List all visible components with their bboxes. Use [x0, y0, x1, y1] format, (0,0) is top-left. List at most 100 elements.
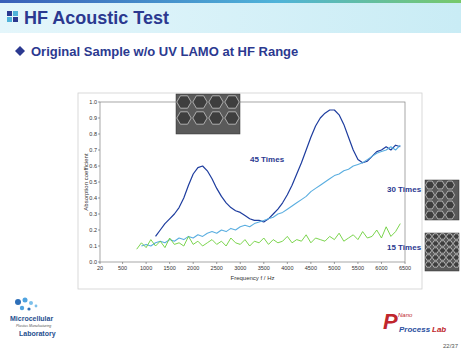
- sem-cell: [436, 201, 445, 209]
- sem-cell: [446, 248, 452, 253]
- header-icon: [7, 11, 12, 16]
- y-tick-label: 0.3: [89, 211, 97, 217]
- page-number: 22/37: [443, 343, 459, 349]
- chart-box: [78, 93, 422, 289]
- sem-cell: [453, 234, 459, 239]
- logo-text: P: [383, 309, 398, 334]
- sem-cell: [426, 201, 435, 209]
- y-tick-label: 1.0: [89, 99, 97, 105]
- x-tick-label: 500: [118, 265, 127, 271]
- sem-cell: [446, 234, 452, 239]
- y-tick-label: 0.5: [89, 179, 97, 185]
- sem-cell: [453, 241, 459, 246]
- y-tick-label: 0.9: [89, 115, 97, 121]
- x-axis-label: Frequency f / Hz: [230, 275, 274, 281]
- x-tick-label: 3500: [258, 265, 270, 271]
- sem-cell: [426, 211, 435, 219]
- logo-dot: [35, 305, 38, 308]
- x-tick: [146, 262, 147, 264]
- header-icon: [7, 17, 12, 22]
- logo-text: Lab: [432, 325, 446, 334]
- y-tick-label: 0.6: [89, 163, 97, 169]
- y-tick: [98, 150, 100, 151]
- logo-text: Plastics Manufacturing: [16, 324, 51, 328]
- sem-frame: [176, 94, 240, 134]
- logo-text: Nano: [398, 312, 413, 318]
- series-line: [141, 145, 400, 246]
- y-tick: [98, 198, 100, 199]
- sem-cell: [209, 96, 223, 108]
- sem-cell: [209, 112, 223, 124]
- x-tick-label: 2500: [211, 265, 223, 271]
- logo-text: Process: [399, 325, 431, 334]
- sem-cell: [439, 262, 445, 267]
- sem-cell: [193, 96, 207, 108]
- sem-cell: [446, 201, 455, 209]
- subtitle: Original Sample w/o UV LAMO at HF Range: [31, 44, 298, 59]
- y-tick: [98, 214, 100, 215]
- sem-cell: [446, 181, 455, 189]
- y-tick: [98, 134, 100, 135]
- bullet: [15, 46, 25, 56]
- logo-dot: [29, 301, 33, 305]
- header-icon: [13, 17, 18, 22]
- x-tick: [240, 262, 241, 264]
- x-tick-label: 5500: [352, 265, 364, 271]
- sem-cell: [177, 112, 191, 124]
- sem-cell: [446, 255, 452, 260]
- header-icon: [13, 11, 18, 16]
- logo-text: Microcellular: [10, 315, 53, 322]
- sem-cell: [446, 191, 455, 199]
- x-tick: [381, 262, 382, 264]
- y-tick: [98, 230, 100, 231]
- sem-image: [176, 94, 240, 134]
- x-tick-label: 6500: [399, 265, 411, 271]
- x-tick: [193, 262, 194, 264]
- logo-dot: [15, 299, 21, 305]
- series-label: 45 Times: [250, 155, 285, 164]
- sem-cell: [225, 112, 239, 124]
- sem-cell: [453, 255, 459, 260]
- sem-cell: [436, 211, 445, 219]
- sem-cell: [453, 262, 459, 267]
- series-label: 15 Times: [387, 243, 422, 252]
- sem-cell: [425, 234, 431, 239]
- y-tick: [98, 118, 100, 119]
- x-tick: [122, 262, 123, 264]
- x-tick-label: 3000: [234, 265, 246, 271]
- header-band: [0, 3, 461, 33]
- sem-cell: [446, 262, 452, 267]
- x-tick: [287, 262, 288, 264]
- y-tick-label: 0.8: [89, 131, 97, 137]
- series-label: 30 Times: [387, 185, 422, 194]
- sem-cell: [446, 211, 455, 219]
- sem-cell: [439, 241, 445, 246]
- sem-cell: [432, 262, 438, 267]
- sem-image: [425, 233, 459, 271]
- x-tick: [263, 262, 264, 264]
- sem-cell: [425, 262, 431, 267]
- sem-frame: [425, 233, 459, 271]
- sem-cell: [436, 181, 445, 189]
- x-tick: [310, 262, 311, 264]
- x-tick: [357, 262, 358, 264]
- x-tick-label: 4500: [305, 265, 317, 271]
- x-tick-label: 4000: [281, 265, 293, 271]
- sem-cell: [432, 248, 438, 253]
- logo-dot: [20, 306, 24, 310]
- sem-cell: [425, 248, 431, 253]
- sem-cell: [436, 191, 445, 199]
- sem-cell: [425, 255, 431, 260]
- y-tick-label: 0.7: [89, 147, 97, 153]
- sem-cell: [453, 248, 459, 253]
- x-tick-label: 6000: [375, 265, 387, 271]
- sem-frame: [425, 180, 459, 220]
- sem-cell: [225, 96, 239, 108]
- sem-cell: [426, 191, 435, 199]
- header-topbar: [0, 0, 461, 3]
- x-tick: [100, 262, 101, 264]
- sem-image: [425, 180, 459, 220]
- x-tick: [334, 262, 335, 264]
- y-tick-label: 0.4: [89, 195, 97, 201]
- sem-cell: [432, 234, 438, 239]
